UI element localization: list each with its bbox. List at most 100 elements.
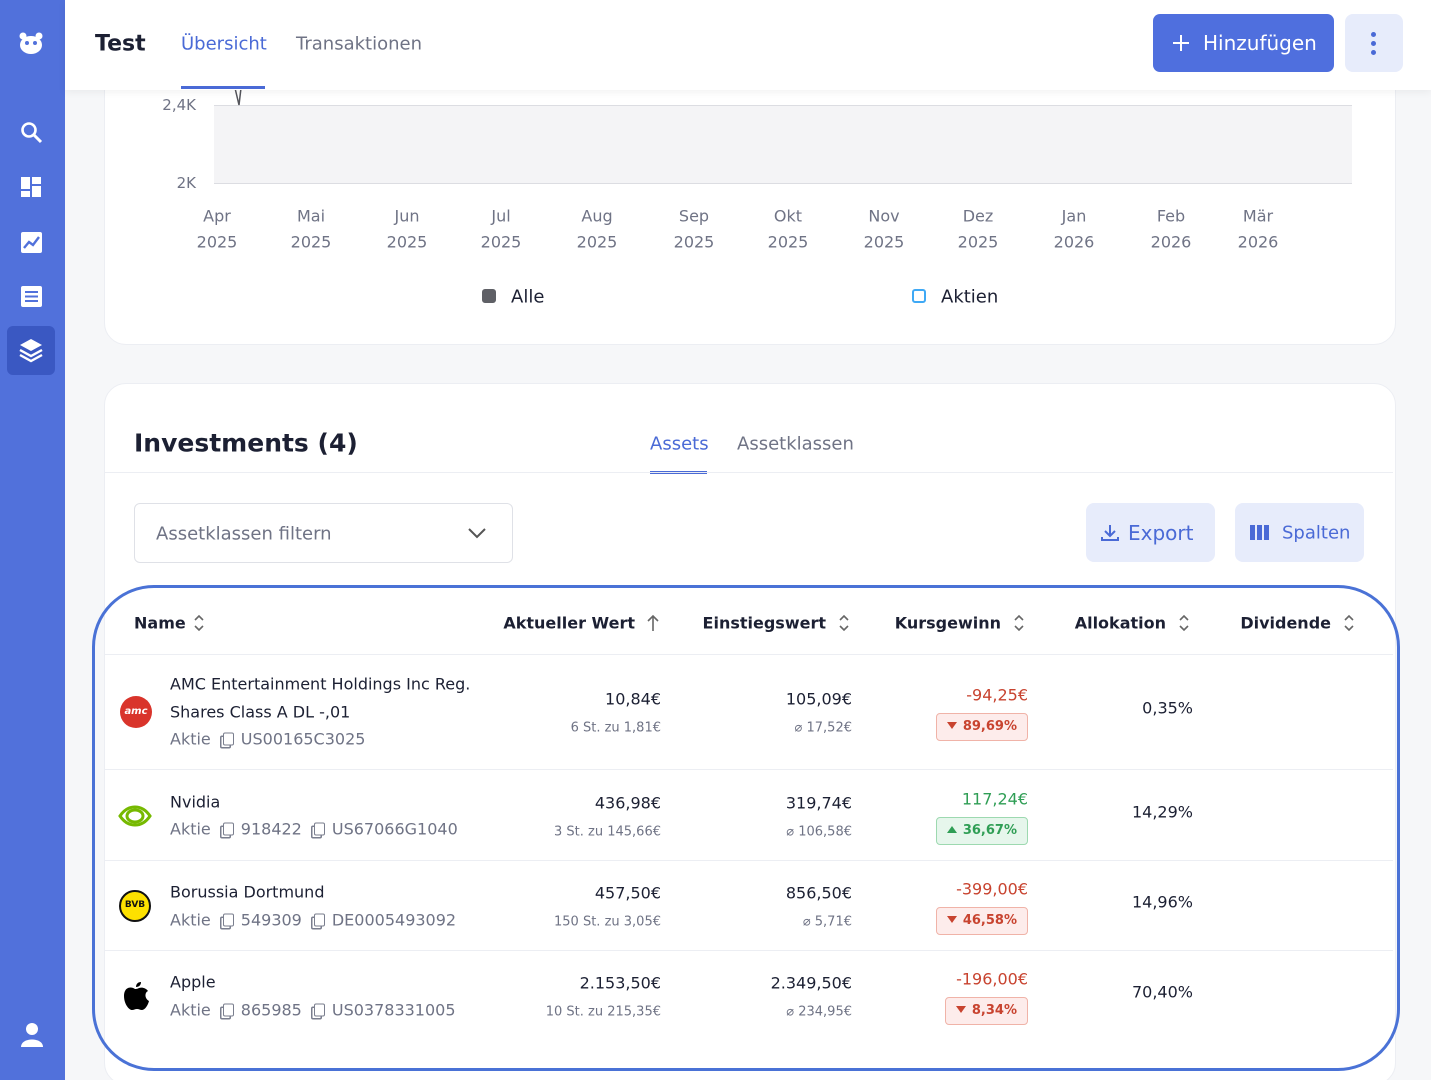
add-button[interactable]: Hinzufügen <box>1153 14 1334 72</box>
columns-label: Spalten <box>1282 522 1351 544</box>
sidebar <box>0 0 65 1080</box>
current-value: 2.153,50€ <box>579 973 661 993</box>
gain-value: 117,24€ <box>961 789 1028 808</box>
x-label: Nov <box>868 206 900 226</box>
add-button-label: Hinzufügen <box>1203 31 1317 55</box>
tab[interactable]: Assets <box>650 433 709 455</box>
column-header: Einstiegswert <box>702 613 826 633</box>
sort-icon[interactable] <box>647 613 659 633</box>
chart-icon[interactable] <box>20 231 44 255</box>
chevron <box>468 528 486 539</box>
copy-icon[interactable] <box>222 732 234 746</box>
asset-id: DE0005493092 <box>331 910 457 930</box>
asset-type: Aktie <box>170 729 211 749</box>
column-header: Aktueller Wert <box>503 613 635 633</box>
copy-icon[interactable] <box>222 822 234 836</box>
y-label: 2K <box>176 174 196 192</box>
copy-icon[interactable] <box>313 822 325 836</box>
columns-icon <box>1250 525 1269 540</box>
gain-value: -94,25€ <box>966 685 1028 704</box>
sort-icon[interactable] <box>1013 613 1025 633</box>
y-label: 2,4K <box>162 96 196 114</box>
layers-icon[interactable] <box>18 337 44 363</box>
allocation: 70,40% <box>1131 982 1193 1002</box>
allocation: 14,96% <box>1131 892 1193 912</box>
current-detail: 10 St. zu 215,35€ <box>545 1004 661 1020</box>
search-icon[interactable] <box>20 121 44 145</box>
entry-value: 856,50€ <box>785 883 852 903</box>
divider <box>105 472 1393 473</box>
asset-name: Apple <box>170 972 216 992</box>
gain-badge: 46,58% <box>935 907 1028 935</box>
x-label: 2025 <box>576 232 618 252</box>
x-label: Jul <box>491 206 511 226</box>
tab[interactable]: Übersicht <box>181 33 267 55</box>
row-divider <box>105 654 1393 655</box>
asset-name: Borussia Dortmund <box>170 882 325 902</box>
allocation: 0,35% <box>1142 698 1193 717</box>
list-icon[interactable] <box>20 285 44 309</box>
asset-id: 918422 <box>240 819 302 839</box>
top-bar: Test Übersicht Transaktionen Hinzufügen <box>65 0 1431 90</box>
entry-value: 105,09€ <box>785 689 852 708</box>
grid-line <box>214 183 1352 184</box>
gain-percent: 89,69% <box>962 718 1017 734</box>
copy-icon[interactable] <box>313 1003 325 1017</box>
plus-icon <box>1180 35 1182 51</box>
sort-icon[interactable] <box>838 613 850 633</box>
copy-icon[interactable] <box>222 1003 234 1017</box>
trend-arrow <box>946 916 957 923</box>
asset-name: Shares Class A DL -,01 <box>170 702 351 721</box>
sort-icon[interactable] <box>1178 613 1190 633</box>
asset-id: US67066G1040 <box>331 819 458 839</box>
asset-id: 549309 <box>240 910 302 930</box>
dashboard-icon[interactable] <box>20 176 44 200</box>
x-label: Sep <box>678 206 710 226</box>
asset-id: US0378331005 <box>331 1000 456 1020</box>
column-header: Dividende <box>1240 613 1331 633</box>
tab[interactable]: Transaktionen <box>296 33 422 55</box>
copy-icon[interactable] <box>313 913 325 927</box>
row-divider <box>105 769 1393 770</box>
entry-value: 319,74€ <box>785 793 852 812</box>
menu-button[interactable] <box>1345 14 1403 72</box>
x-label: Mär <box>1242 206 1274 226</box>
legend-swatch[interactable] <box>912 289 926 303</box>
filter-select[interactable]: Assetklassen filtern <box>134 503 513 563</box>
sort-icon[interactable] <box>1343 613 1355 633</box>
row-divider <box>105 860 1393 861</box>
gain-percent: 46,58% <box>962 913 1017 928</box>
x-label: 2026 <box>1053 232 1095 252</box>
investments-card <box>104 383 1396 1080</box>
legend-swatch[interactable] <box>482 289 496 303</box>
export-button[interactable]: Export <box>1086 503 1215 562</box>
x-label: 2025 <box>863 232 905 252</box>
columns-button[interactable]: Spalten <box>1235 503 1364 562</box>
current-value: 457,50€ <box>594 883 661 903</box>
trend-arrow <box>955 1006 966 1013</box>
grid-line <box>214 105 1352 106</box>
x-label: 2025 <box>196 232 238 252</box>
x-label: Okt <box>773 206 803 226</box>
current-value: 436,98€ <box>594 793 661 812</box>
section-title: Investments (4) <box>134 428 358 458</box>
gain-percent: 36,67% <box>962 822 1017 838</box>
asset-name: AMC Entertainment Holdings Inc Reg. <box>170 674 471 694</box>
user-icon[interactable] <box>20 1022 44 1048</box>
x-label: 2025 <box>957 232 999 252</box>
tab[interactable]: Assetklassen <box>737 433 854 455</box>
x-label: Jan <box>1061 206 1087 226</box>
entry-detail: ⌀ 234,95€ <box>786 1004 852 1020</box>
gain-badge: 36,67% <box>935 816 1028 845</box>
asset-id: 865985 <box>240 1000 302 1020</box>
copy-icon[interactable] <box>222 913 234 927</box>
trend-arrow <box>946 825 957 833</box>
allocation: 14,29% <box>1131 802 1193 821</box>
gain-value: -399,00€ <box>956 879 1028 899</box>
highlight-outline <box>92 585 1400 1071</box>
sort-icon[interactable] <box>193 613 205 633</box>
trend-arrow <box>946 721 957 729</box>
asset-id: US00165C3025 <box>240 729 366 749</box>
export-label: Export <box>1128 521 1194 545</box>
